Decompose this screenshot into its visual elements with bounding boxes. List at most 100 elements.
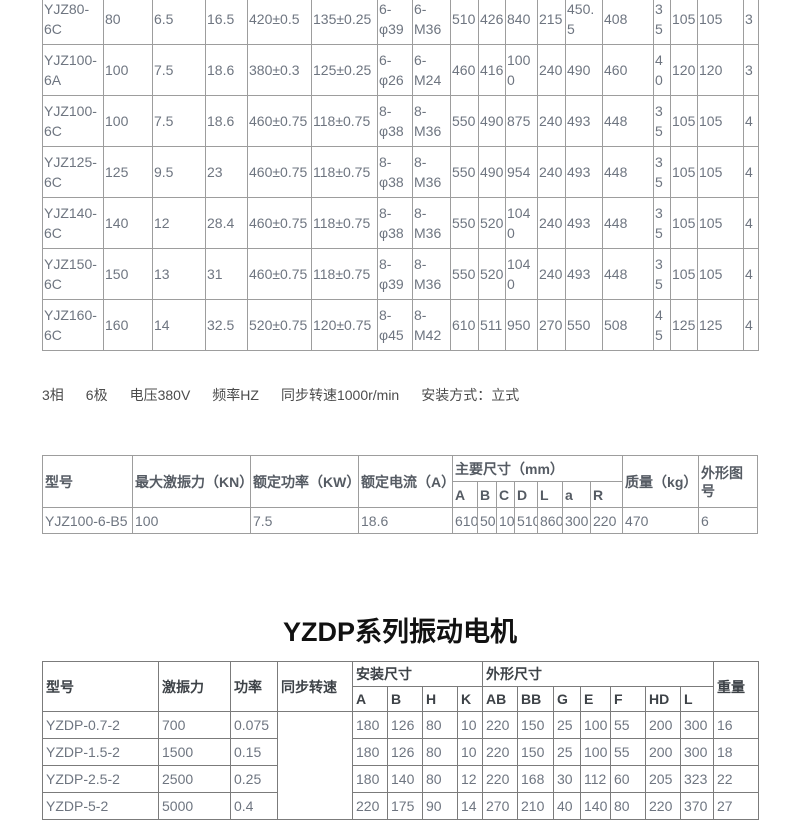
table-cell: 416 — [478, 44, 506, 96]
table-cell: 50 — [477, 507, 497, 534]
header-outline-bb: BB — [517, 686, 554, 712]
table-cell: 4 — [743, 248, 759, 300]
table-row: YZDP-1.5-2 1500 0.15 180 126 80 10 220 150 25 100 5… — [42, 738, 759, 766]
table-cell: 426 — [478, 0, 506, 45]
table-cell: 10 — [457, 738, 483, 766]
table-cell: 460 — [602, 44, 654, 96]
table-cell: 168 — [517, 765, 554, 793]
header-mount-h: H — [422, 686, 458, 712]
table-cell: 125 — [670, 299, 698, 351]
header-outline-f: F — [610, 686, 646, 712]
summary-table-wrapper: 型号 最大激振力（KN） 额定功率（KW） 额定电流（A） 主要尺寸（mm） 质… — [42, 455, 759, 534]
header-dim-r: R — [589, 481, 624, 508]
table-cell: 6-φ26 — [377, 44, 413, 96]
table-cell: 215 — [537, 0, 566, 45]
table-cell: 118±0.75 — [311, 248, 378, 300]
table-cell: YJZ100-6-B5 — [42, 507, 133, 534]
table-cell: 105 — [697, 95, 744, 147]
table-cell: YZDP-2.5-2 — [42, 765, 159, 793]
table-cell: 0.075 — [230, 711, 278, 739]
header-outline-dimensions: 外形尺寸 — [482, 661, 714, 687]
table-cell: 150 — [517, 711, 554, 739]
note-mounting: 安装方式：立式 — [421, 387, 520, 403]
table-cell: 18.6 — [205, 44, 248, 96]
header-dim-d: D — [514, 481, 538, 508]
table-cell: 100 — [103, 44, 153, 96]
table-cell: 550 — [450, 197, 479, 249]
table-cell: 0.25 — [230, 765, 278, 793]
table-cell: 875 — [505, 95, 538, 147]
table-cell: 6-M24 — [412, 44, 451, 96]
table-cell: 300 — [562, 507, 591, 534]
table-cell: 493 — [565, 146, 603, 198]
table-cell: 105 — [697, 248, 744, 300]
table-cell: 1040 — [505, 248, 538, 300]
table-cell: 180 — [352, 738, 388, 766]
table-cell: 610 — [452, 507, 478, 534]
table-cell: 240 — [537, 197, 566, 249]
table-cell: 380±0.3 — [247, 44, 312, 96]
table-cell: 32.5 — [205, 299, 248, 351]
table-cell: 8-M36 — [412, 95, 451, 147]
header-outline-hd: HD — [645, 686, 681, 712]
table-cell: 408 — [602, 0, 654, 45]
table-row: YJZ100-6A 100 7.5 18.6 380±0.3 125±0.25 6-φ26 6… — [42, 44, 759, 96]
table-cell: 118±0.75 — [311, 146, 378, 198]
table-cell: 460±0.75 — [247, 248, 312, 300]
table-cell: 205 — [645, 765, 681, 793]
note-sync-speed: 同步转速1000r/min — [280, 387, 400, 403]
table-cell: 840 — [505, 0, 538, 45]
table-cell: YZDP-0.7-2 — [42, 711, 159, 739]
table-cell: 450.5 — [565, 0, 603, 45]
table-cell: 27 — [713, 792, 759, 820]
table-cell: 112 — [580, 765, 611, 793]
table-cell: 200 — [645, 738, 681, 766]
page-content: YJZ80-6C 80 6.5 16.5 420±0.5 135±0.25 6-φ39 6-M… — [42, 0, 759, 820]
table-cell: 550 — [565, 299, 603, 351]
header-outline-e: E — [580, 686, 611, 712]
table-cell: 4 — [743, 146, 759, 198]
yzdp-table-wrapper: 型号 激振力 功率 同步转速 安装尺寸 外形尺寸 重量 A B H K AB B… — [42, 661, 759, 820]
table-cell: 493 — [565, 197, 603, 249]
table-cell: 80 — [422, 738, 458, 766]
table-cell: 508 — [602, 299, 654, 351]
table-cell: 8-φ38 — [377, 146, 413, 198]
table-cell: YJZ160-6C — [42, 299, 104, 351]
table-row: YZDP-0.7-2 700 0.075 180 126 80 10 220 150 25 100 5… — [42, 711, 759, 820]
table-cell: 180 — [352, 711, 388, 739]
table-cell: 520 — [478, 248, 506, 300]
table-cell: 105 — [670, 95, 698, 147]
table-cell: YJZ125-6C — [42, 146, 104, 198]
table-cell: 493 — [565, 95, 603, 147]
table-cell: 40 — [553, 792, 581, 820]
table-cell: 240 — [537, 146, 566, 198]
header-mount-k: K — [457, 686, 483, 712]
table-cell: 120 — [697, 44, 744, 96]
table-cell: 220 — [482, 711, 518, 739]
table-cell: 1040 — [505, 197, 538, 249]
table-cell: 16 — [713, 711, 759, 739]
header-weight: 质量（kg） — [622, 455, 700, 508]
table-cell: 860 — [537, 507, 563, 534]
table-cell: 0.4 — [230, 792, 278, 820]
header-outline-l: L — [680, 686, 714, 712]
table-cell: 200 — [645, 711, 681, 739]
table-cell: 300 — [680, 738, 714, 766]
header-mount-a: A — [352, 686, 388, 712]
table-cell: 220 — [589, 507, 624, 534]
table-cell: 14 — [457, 792, 483, 820]
table-cell: 954 — [505, 146, 538, 198]
table-cell: 210 — [517, 792, 554, 820]
table-cell: 150 — [103, 248, 153, 300]
table-row: YJZ150-6C 150 13 31 460±0.75 118±0.75 8-φ39 8-M… — [42, 248, 759, 300]
header-max-force: 最大激振力（KN） — [132, 455, 251, 508]
table-cell: 45 — [653, 299, 671, 351]
yjz-spec-table-body: YJZ80-6C 80 6.5 16.5 420±0.5 135±0.25 6-φ39 6-M… — [42, 0, 759, 351]
table-cell: 31 — [205, 248, 248, 300]
table-cell: 220 — [482, 765, 518, 793]
table-cell: 6.5 — [152, 0, 206, 45]
table-cell: 490 — [478, 95, 506, 147]
table-cell: 4 — [743, 197, 759, 249]
table-cell: 240 — [537, 95, 566, 147]
table-row: YZDP-2.5-2 2500 0.25 180 140 80 12 220 168 30 112 6… — [42, 765, 759, 793]
